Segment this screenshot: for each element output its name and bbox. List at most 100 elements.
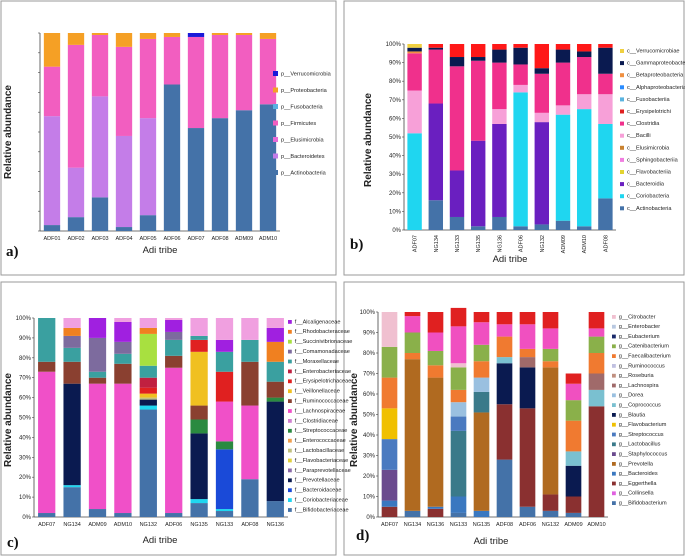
panel-a-bar-segment [43,66,61,117]
panel-c-y-tick-label: 10% [19,495,32,501]
panel-d-bar-segment [588,312,605,329]
panel-a-legend-swatch [273,137,278,142]
panel-a-y-axis-title: Relative abundance [3,85,14,179]
panel-a-legend-label: p__Proteobacteria [281,88,328,94]
panel-c-legend-swatch [288,409,292,413]
panel-d-bar-segment [565,383,582,401]
panel-d-bar-segment [404,359,421,511]
panel-d-bar-segment [542,510,559,517]
panel-a-bar-segment [43,116,61,226]
panel-b-y-tick-label: 40% [389,154,402,160]
panel-d-y-tick-label: 90% [363,331,376,337]
panel-b-legend-swatch [620,85,624,90]
panel-d-legend-swatch [612,491,616,496]
panel-b-bar-segment [576,51,592,58]
panel-d-bar-segment [450,307,467,327]
panel-d-bar-segment [381,469,398,501]
panel-c-bar-segment [241,318,259,340]
panel-b-bar-segment [555,49,571,63]
panel-c-bar-segment [139,387,157,394]
panel-c-y-axis-title: Relative abundance [3,373,14,467]
panel-b-bar-segment [428,49,444,104]
panel-d-bar-segment [404,353,421,360]
panel-b-x-tick-label: NG134 [434,235,440,252]
panel-c-bar-segment [38,361,56,372]
panel-c-bar-segment [114,341,132,354]
panel-c-legend-swatch [288,339,292,344]
panel-b-bar-segment [534,122,550,225]
panel-d-legend-label: g__Staphylococcus [619,452,668,458]
panel-a-bar-segment [211,34,229,119]
panel-c-bar-segment [88,509,107,517]
panel-a-x-tick-label: ADF01 [43,236,60,242]
panel-b-bar-segment [513,47,528,65]
panel-c-bar-segment [63,327,81,336]
panel-b-legend-swatch [620,206,624,211]
panel-b-bar-segment [492,109,507,124]
panel-c-bar-segment [266,501,284,517]
panel-b-legend-swatch [620,170,624,174]
panel-b-legend-label: c__Verrucomicrobiae [627,49,680,55]
panel-b-y-tick-label: 100% [386,42,402,48]
panel-a-x-tick-label: ADF08 [211,236,228,242]
panel-c-bar-segment [266,381,284,398]
panel-c-bar-segment [190,339,208,352]
panel-b-bar-segment [470,57,486,61]
panel-d-bar-segment [542,494,559,511]
panel-c-bar-segment [266,327,284,342]
panel-a-bar-segment [139,118,157,216]
panel-d-bar-segment [381,439,398,470]
panel-c-legend-label: f__Streptococcaceae [295,428,348,434]
panel-c-y-tick-label: 40% [19,435,32,441]
panel-d-bar-segment [450,512,467,517]
panel-c-bar-segment [190,405,208,420]
panel-c-bar-segment [88,371,107,378]
panel-c-legend-label: f__Prevotellaceae [295,478,340,484]
panel-c-frame [0,281,337,556]
panel-d-bar-segment [473,322,490,345]
panel-c-y-tick-label: 20% [19,475,32,481]
panel-c-bar-segment [165,319,183,332]
panel-a-legend-swatch [273,170,278,175]
panel-d-x-tick-label: ADM10 [587,522,605,528]
panel-c-bar-segment [139,377,157,388]
panel-c-legend-label: f__Veillonellaceae [295,389,340,395]
panel-c-legend-label: f__Enterococcaceae [295,438,346,444]
panel-b-bar-segment [513,92,528,227]
panel-b-bar-segment [492,62,507,110]
panel-c-bar-segment [215,351,234,372]
panel-d-legend-swatch [612,452,616,456]
panel-a-bar-segment [67,44,85,168]
panel-d-legend-label: g__Roseburia [619,373,655,379]
panel-b-bar-segment [449,216,465,230]
panel-d-y-tick-label: 20% [363,474,376,480]
panel-b-x-tick-label: ADM10 [582,235,588,253]
panel-b-bar-segment [492,123,507,217]
panel-c-bar-segment [215,371,234,402]
panel-d-legend-swatch [612,422,616,427]
panel-d-legend-swatch [612,462,616,466]
panel-a-bar-segment [163,33,181,37]
panel-c-bar-segment [63,383,81,486]
panel-b-y-tick-label: 70% [389,98,402,104]
panel-c-bar-segment [215,509,234,512]
panel-d-legend-swatch [612,413,616,417]
panel-b-legend-swatch [620,145,624,150]
panel-d-x-tick-label: ADM09 [564,522,582,528]
panel-a-x-tick-label: ADF06 [163,236,180,242]
panel-d-panel-label: d) [356,528,369,544]
panel-d-legend-swatch [612,354,616,358]
panel-c-bar-segment [266,401,284,502]
panel-a-x-tick-label: ADF07 [187,236,204,242]
panel-d-bar-segment [565,465,582,497]
panel-a-frame [0,0,337,276]
panel-d-bar-segment [381,377,398,409]
panel-c-bar-segment [215,449,234,510]
panel-a-legend-label: p__Verrucomicrobia [281,72,332,78]
panel-b-x-tick-label: NG135 [476,235,482,252]
panel-a-bar-segment [115,46,133,136]
panel-d-bar-segment [473,510,490,517]
panel-a-bar-segment [91,34,109,97]
panel-b-bar-segment [534,112,550,123]
panel-c-legend-label: f__Coriobacteriaceae [295,498,348,504]
